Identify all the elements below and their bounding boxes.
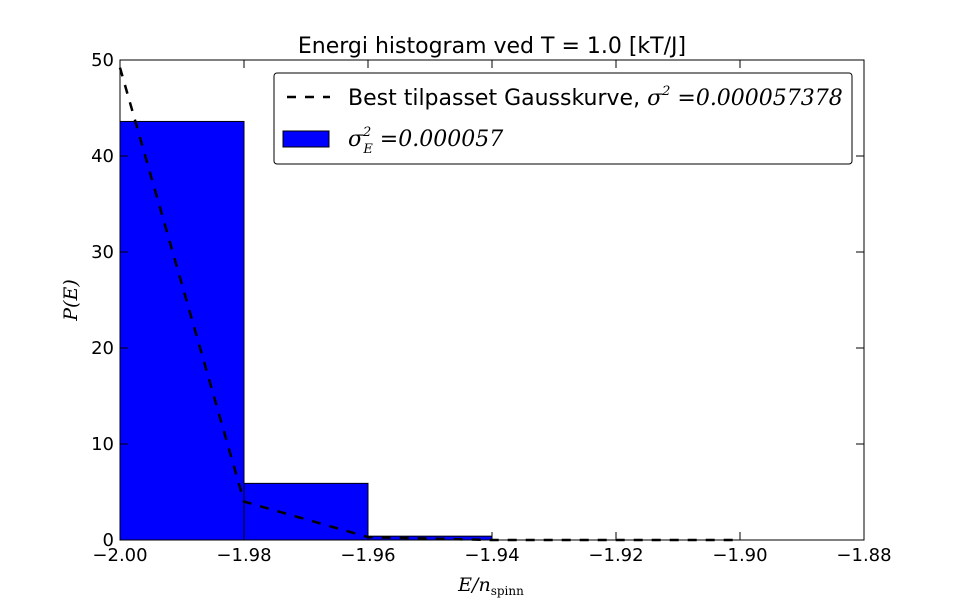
x-axis-label-sub: spinn (491, 584, 524, 598)
legend-hist-sub: E (362, 142, 373, 157)
legend-fit-value: =0.000057378 (670, 86, 842, 111)
plot-frame (119, 59, 865, 541)
histogram-bar-0 (119, 120, 245, 541)
x-tick-label: −1.90 (712, 545, 767, 566)
legend-fit-sup: 2 (661, 84, 670, 99)
legend-hist-value: =0.000057 (373, 127, 503, 152)
legend-frame (273, 72, 853, 165)
y-axis-label: P(E) (60, 279, 82, 321)
legend-hist-swatch (282, 130, 330, 148)
chart-title: Energi histogram ved T = 1.0 [kT/J] (298, 34, 686, 59)
y-tick-label: 30 (91, 242, 114, 263)
legend-hist-sup: 2 (362, 125, 371, 140)
x-axis-label-main: E/n (457, 574, 491, 596)
y-tick-label: 20 (91, 338, 114, 359)
x-tick-label: −1.94 (464, 545, 519, 566)
legend-hist-label: σ2 E =0.000057 (348, 125, 503, 157)
x-tick-label: −2.00 (92, 545, 147, 566)
ticks-group: −2.00 −1.98 −1.96 −1.94 −1.92 −1.90 −1.88 0 10 20… (91, 50, 891, 566)
x-axis-label: E/nspinn (457, 574, 524, 598)
legend-fit-text: Best tilpasset Gausskurve, (348, 86, 647, 111)
legend: Best tilpasset Gausskurve, σ2 =0.0000573… (273, 72, 853, 165)
y-tick-label: 50 (91, 50, 114, 71)
x-tick-label: −1.92 (588, 545, 643, 566)
y-tick-label: 40 (91, 146, 114, 167)
x-tick-label: −1.88 (836, 545, 891, 566)
legend-fit-label: Best tilpasset Gausskurve, σ2 =0.0000573… (348, 84, 843, 111)
y-tick-label: 0 (103, 530, 114, 551)
legend-fit-sigma: σ (647, 86, 663, 111)
x-tick-label: −1.98 (216, 545, 271, 566)
x-tick-label: −1.96 (340, 545, 395, 566)
legend-hist-sigma: σ (348, 127, 364, 152)
y-tick-label: 10 (91, 434, 114, 455)
